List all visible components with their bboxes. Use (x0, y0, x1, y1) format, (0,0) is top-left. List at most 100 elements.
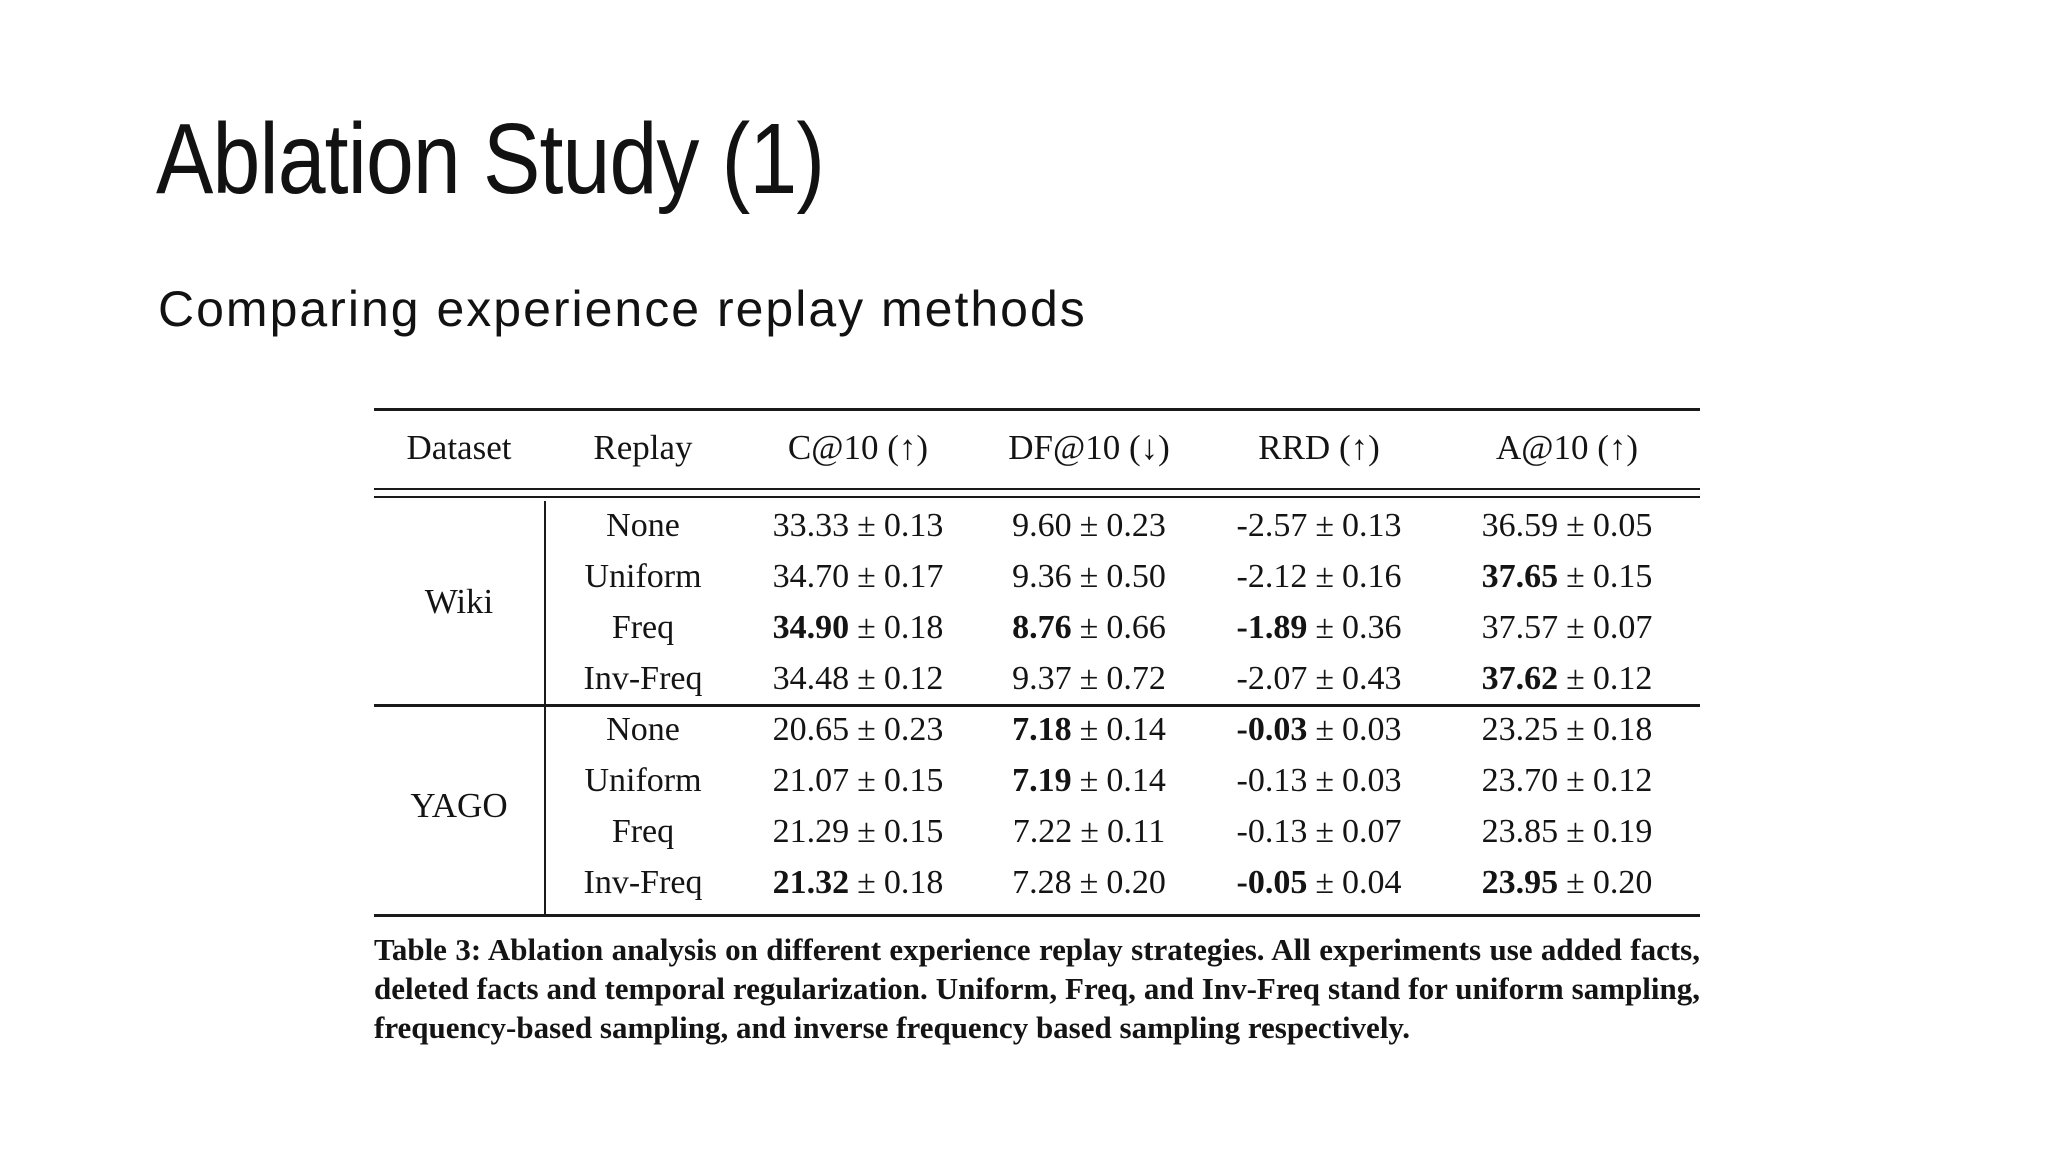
plus-minus-symbol: ± (1079, 659, 1099, 697)
metric-cell: 21.07 ±0.15 (742, 755, 974, 806)
metric-std: 0.04 (1342, 863, 1402, 901)
metric-mean: -0.05 (1236, 863, 1308, 901)
plus-minus-symbol: ± (1315, 506, 1334, 544)
replay-cell: Uniform (584, 557, 702, 595)
plus-minus-symbol: ± (1315, 863, 1334, 901)
header-cell-a10: A@10 (↑) (1495, 428, 1639, 467)
metric-std: 0.07 (1592, 608, 1653, 646)
metric-std: 0.12 (1592, 761, 1653, 799)
metric-mean: 7.28 (1012, 863, 1072, 901)
replay-cell: Inv-Freq (583, 659, 703, 697)
plus-minus-symbol: ± (857, 557, 876, 595)
plus-minus-symbol: ± (1315, 812, 1334, 850)
table-row: Inv-Freq 34.48 ±0.12 9.37 ±0.72 -2.07 ±0.43… (374, 653, 1700, 704)
plus-minus-symbol: ± (1079, 761, 1099, 799)
slide-subtitle: Comparing experience replay methods (158, 281, 1087, 337)
plus-minus-symbol: ± (1566, 557, 1585, 595)
results-table-container: Dataset Replay C@10 (↑) DF@10 (↓) RRD (↑… (374, 406, 1700, 918)
metric-cell: 23.95 ±0.20 (1434, 857, 1700, 908)
metric-std: 0.23 (883, 710, 944, 748)
replay-cell: Freq (611, 608, 675, 646)
metric-cell: 23.70 ±0.12 (1434, 755, 1700, 806)
metric-cell: 20.65 ±0.23 (742, 704, 974, 755)
metric-cell: 33.33 ±0.13 (742, 500, 974, 551)
metric-std: 0.03 (1342, 761, 1402, 799)
plus-minus-symbol: ± (1079, 863, 1099, 901)
metric-cell: 7.19 ±0.14 (974, 755, 1204, 806)
metric-std: 0.16 (1342, 557, 1402, 595)
replay-cell: Inv-Freq (583, 863, 703, 901)
plus-minus-symbol: ± (1566, 812, 1585, 850)
metric-mean: 34.90 (772, 608, 850, 646)
metric-mean: -2.12 (1236, 557, 1308, 595)
metric-mean: 21.32 (772, 863, 850, 901)
metric-mean: 23.25 (1481, 710, 1559, 748)
metric-cell: 21.32 ±0.18 (742, 857, 974, 908)
metric-mean: 37.65 (1481, 557, 1559, 595)
metric-std: 0.20 (1592, 863, 1653, 901)
metric-std: 0.07 (1342, 812, 1402, 850)
header-cell-c10: C@10 (↑) (787, 428, 929, 467)
metric-cell: 36.59 ±0.05 (1434, 500, 1700, 551)
metric-cell: -2.07 ±0.43 (1204, 653, 1434, 704)
plus-minus-symbol: ± (1566, 710, 1585, 748)
metric-std: 0.20 (1106, 863, 1166, 901)
plus-minus-symbol: ± (1315, 710, 1334, 748)
metric-std: 0.12 (1592, 659, 1653, 697)
metric-cell: 7.22 ±0.11 (974, 806, 1204, 857)
plus-minus-symbol: ± (1079, 557, 1099, 595)
metric-std: 0.12 (883, 659, 944, 697)
metric-std: 0.66 (1106, 608, 1166, 646)
header-cell-rrd: RRD (↑) (1258, 428, 1380, 467)
metric-mean: 7.18 (1012, 710, 1072, 748)
metric-std: 0.19 (1592, 812, 1653, 850)
results-table: Dataset Replay C@10 (↑) DF@10 (↓) RRD (↑… (374, 406, 1700, 908)
metric-mean: 21.29 (772, 812, 850, 850)
metric-cell: 37.57 ±0.07 (1434, 602, 1700, 653)
metric-mean: 9.37 (1012, 659, 1072, 697)
plus-minus-symbol: ± (857, 608, 876, 646)
table-bottom-rule (374, 914, 1700, 917)
metric-cell: 37.62 ±0.12 (1434, 653, 1700, 704)
table-row: Inv-Freq 21.32 ±0.18 7.28 ±0.20 -0.05 ±0.04… (374, 857, 1700, 908)
metric-mean: 34.48 (772, 659, 850, 697)
table-header-rule-upper (374, 488, 1700, 490)
plus-minus-symbol: ± (1315, 761, 1334, 799)
header-cell-replay: Replay (593, 428, 693, 467)
replay-cell: None (606, 506, 680, 544)
plus-minus-symbol: ± (1566, 506, 1585, 544)
table-row: Uniform 21.07 ±0.15 7.19 ±0.14 -0.13 ±0.03 … (374, 755, 1700, 806)
plus-minus-symbol: ± (857, 506, 876, 544)
header-row: Dataset Replay C@10 (↑) DF@10 (↓) RRD (↑… (374, 406, 1700, 500)
metric-cell: 9.37 ±0.72 (974, 653, 1204, 704)
metric-cell: 9.60 ±0.23 (974, 500, 1204, 551)
plus-minus-symbol: ± (857, 863, 876, 901)
plus-minus-symbol: ± (857, 659, 876, 697)
metric-std: 0.18 (883, 608, 944, 646)
metric-cell: -0.13 ±0.07 (1204, 806, 1434, 857)
table-section-rule (374, 704, 1700, 707)
metric-std: 0.15 (1592, 557, 1653, 595)
metric-mean: 33.33 (772, 506, 850, 544)
metric-std: 0.14 (1106, 761, 1166, 799)
metric-std: 0.13 (883, 506, 944, 544)
metric-cell: -0.13 ±0.03 (1204, 755, 1434, 806)
metric-mean: -2.07 (1236, 659, 1308, 697)
metric-std: 0.72 (1106, 659, 1166, 697)
metric-cell: -2.12 ±0.16 (1204, 551, 1434, 602)
metric-mean: -2.57 (1236, 506, 1308, 544)
dataset-cell: Wiki (424, 582, 494, 621)
metric-mean: 37.57 (1481, 608, 1559, 646)
table-row: Uniform 34.70 ±0.17 9.36 ±0.50 -2.12 ±0.16 … (374, 551, 1700, 602)
metric-cell: 8.76 ±0.66 (974, 602, 1204, 653)
table-top-rule (374, 408, 1700, 411)
table-header-rule-lower (374, 496, 1700, 498)
metric-std: 0.17 (883, 557, 944, 595)
metric-mean: 7.22 (1012, 812, 1073, 850)
plus-minus-symbol: ± (1566, 863, 1585, 901)
metric-mean: 36.59 (1481, 506, 1559, 544)
metric-mean: 7.19 (1012, 761, 1072, 799)
metric-std: 0.03 (1342, 710, 1402, 748)
metric-cell: 34.70 ±0.17 (742, 551, 974, 602)
